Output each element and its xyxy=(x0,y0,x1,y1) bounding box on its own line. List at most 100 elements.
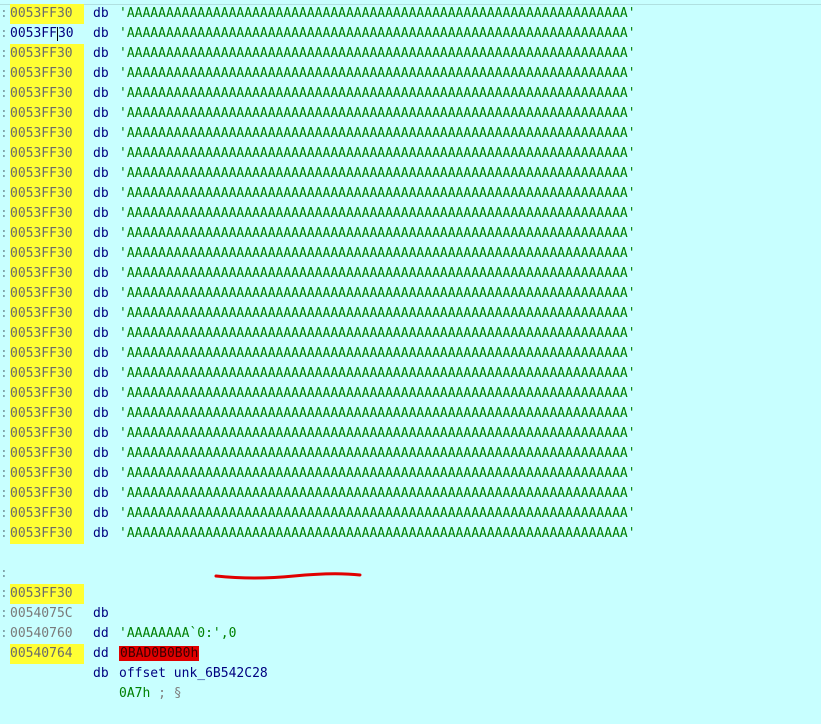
listing-line-string[interactable]: :0053FF30 db 'AAAAAAAAAAAAAAAAAAAAAAAAAAAA… xyxy=(0,104,821,124)
string-value[interactable]: 'AAAAAAAAAAAAAAAAAAAAAAAAAAAAAAAAAAAAAAA… xyxy=(119,506,636,521)
address-label[interactable]: 0053FF30 xyxy=(10,44,84,64)
disassembly-view[interactable]: :0053FF30 db 'AAAAAAAAAAAAAAAAAAAAAAAAAAAA… xyxy=(0,0,821,701)
listing-line-string[interactable]: :0053FF30 db 'AAAAAAAAAAAAAAAAAAAAAAAAAAAA… xyxy=(0,124,821,144)
address-label[interactable]: 0053FF30 xyxy=(10,344,84,364)
string-value[interactable]: 'AAAAAAAAAAAAAAAAAAAAAAAAAAAAAAAAAAAAAAA… xyxy=(119,26,636,41)
listing-line-string[interactable]: :0053FF30 db 'AAAAAAAAAAAAAAAAAAAAAAAAAAAA… xyxy=(0,344,821,364)
string-value[interactable]: 'AAAAAAAAAAAAAAAAAAAAAAAAAAAAAAAAAAAAAAA… xyxy=(119,86,636,101)
string-value[interactable]: 'AAAAAAAAAAAAAAAAAAAAAAAAAAAAAAAAAAAAAAA… xyxy=(119,126,636,141)
address-label[interactable]: 0053FF30 xyxy=(10,24,84,44)
listing-line-string[interactable]: :0053FF30 db 'AAAAAAAAAAAAAAAAAAAAAAAAAAAA… xyxy=(0,424,821,444)
string-value[interactable]: 'AAAAAAAAAAAAAAAAAAAAAAAAAAAAAAAAAAAAAAA… xyxy=(119,166,636,181)
address-label[interactable]: 0053FF30 xyxy=(10,204,84,224)
offset-target-label[interactable]: unk_6B542C28 xyxy=(173,666,268,681)
string-value[interactable]: 'AAAAAAAAAAAAAAAAAAAAAAAAAAAAAAAAAAAAAAA… xyxy=(119,446,636,461)
listing-line-tail[interactable]: : 0053FF30 db 'AAAAAAAA`0:',0 xyxy=(0,544,821,641)
string-value[interactable]: 'AAAAAAAAAAAAAAAAAAAAAAAAAAAAAAAAAAAAAAA… xyxy=(119,266,636,281)
address-label[interactable]: 0053FF30 xyxy=(10,444,84,464)
address-label[interactable]: 0053FF30 xyxy=(10,224,84,244)
address-label[interactable]: 0053FF30 xyxy=(10,244,84,264)
address-label[interactable]: 0053FF30 xyxy=(10,304,84,324)
address-label[interactable]: 0053FF30 xyxy=(10,324,84,344)
address-label[interactable]: 0053FF30 xyxy=(10,124,84,144)
listing-line-string[interactable]: :0053FF30 db 'AAAAAAAAAAAAAAAAAAAAAAAAAAAA… xyxy=(0,464,821,484)
address-label[interactable]: 0053FF30 xyxy=(10,104,84,124)
string-value[interactable]: 'AAAAAAAAAAAAAAAAAAAAAAAAAAAAAAAAAAAAAAA… xyxy=(119,346,636,361)
listing-line-string[interactable]: :0053FF30 db 'AAAAAAAAAAAAAAAAAAAAAAAAAAAA… xyxy=(0,4,821,24)
listing-line-string[interactable]: :0053FF30 db 'AAAAAAAAAAAAAAAAAAAAAAAAAAAA… xyxy=(0,144,821,164)
string-value[interactable]: 'AAAAAAAAAAAAAAAAAAAAAAAAAAAAAAAAAAAAAAA… xyxy=(119,246,636,261)
listing-line-string[interactable]: :0053FF30 db 'AAAAAAAAAAAAAAAAAAAAAAAAAAAA… xyxy=(0,524,821,544)
string-value[interactable]: 'AAAAAAAAAAAAAAAAAAAAAAAAAAAAAAAAAAAAAAA… xyxy=(119,106,636,121)
string-value[interactable]: 'AAAAAAAAAAAAAAAAAAAAAAAAAAAAAAAAAAAAAAA… xyxy=(119,206,636,221)
string-value[interactable]: 'AAAAAAAAAAAAAAAAAAAAAAAAAAAAAAAAAAAAAAA… xyxy=(119,366,636,381)
string-value[interactable]: 'AAAAAAAAAAAAAAAAAAAAAAAAAAAAAAAAAAAAAAA… xyxy=(119,486,636,501)
listing-line-last[interactable]: : 00540764 db 0A7h ; § xyxy=(0,604,821,701)
address-label[interactable]: 0053FF30 xyxy=(10,464,84,484)
listing-line-dword[interactable]: : 0054075C dd 0BAD0B0B0h xyxy=(0,564,821,661)
listing-line-string[interactable]: :0053FF30 db 'AAAAAAAAAAAAAAAAAAAAAAAAAAAA… xyxy=(0,224,821,244)
address-label[interactable]: 0053FF30 xyxy=(10,184,84,204)
segment-prefix: : xyxy=(0,6,8,21)
segment-prefix: : xyxy=(0,326,8,341)
string-value[interactable]: 'AAAAAAAAAAAAAAAAAAAAAAAAAAAAAAAAAAAAAAA… xyxy=(119,326,636,341)
listing-line-string[interactable]: :0053FF30 db 'AAAAAAAAAAAAAAAAAAAAAAAAAAAA… xyxy=(0,444,821,464)
listing-line-string[interactable]: :0053FF30 db 'AAAAAAAAAAAAAAAAAAAAAAAAAAAA… xyxy=(0,184,821,204)
listing-line-string[interactable]: :0053FF30 db 'AAAAAAAAAAAAAAAAAAAAAAAAAAAA… xyxy=(0,304,821,324)
string-value[interactable]: 'AAAAAAAAAAAAAAAAAAAAAAAAAAAAAAAAAAAAAAA… xyxy=(119,226,636,241)
address-label[interactable]: 0053FF30 xyxy=(10,164,84,184)
address-label[interactable]: 0053FF30 xyxy=(10,284,84,304)
listing-line-string[interactable]: :0053FF30 db 'AAAAAAAAAAAAAAAAAAAAAAAAAAAA… xyxy=(0,284,821,304)
dword-value-highlight[interactable]: 0BAD0B0B0h xyxy=(119,646,200,661)
address-label[interactable]: 0053FF30 xyxy=(10,364,84,384)
listing-line-string[interactable]: :0053FF30 db 'AAAAAAAAAAAAAAAAAAAAAAAAAAAA… xyxy=(0,204,821,224)
mnemonic: db xyxy=(93,366,109,381)
listing-line-string[interactable]: :0053FF30 db 'AAAAAAAAAAAAAAAAAAAAAAAAAAAA… xyxy=(0,484,821,504)
listing-line-string[interactable]: :0053FF30 db 'AAAAAAAAAAAAAAAAAAAAAAAAAAAA… xyxy=(0,24,821,44)
listing-line-string[interactable]: :0053FF30 db 'AAAAAAAAAAAAAAAAAAAAAAAAAAAA… xyxy=(0,264,821,284)
listing-line-string[interactable]: :0053FF30 db 'AAAAAAAAAAAAAAAAAAAAAAAAAAAA… xyxy=(0,244,821,264)
address-label[interactable]: 0053FF30 xyxy=(10,84,84,104)
mnemonic: db xyxy=(93,126,109,141)
string-value[interactable]: 'AAAAAAAAAAAAAAAAAAAAAAAAAAAAAAAAAAAAAAA… xyxy=(119,426,636,441)
address-label[interactable]: 0053FF30 xyxy=(10,524,84,544)
mnemonic: dd xyxy=(93,626,109,641)
address-part: 0053FF xyxy=(10,26,57,41)
address-label[interactable]: 0053FF30 xyxy=(10,4,84,24)
string-value[interactable]: 'AAAAAAAAAAAAAAAAAAAAAAAAAAAAAAAAAAAAAAA… xyxy=(119,526,636,541)
listing-line-string[interactable]: :0053FF30 db 'AAAAAAAAAAAAAAAAAAAAAAAAAAAA… xyxy=(0,404,821,424)
address-label[interactable]: 0053FF30 xyxy=(10,144,84,164)
address-label[interactable]: 0053FF30 xyxy=(10,504,84,524)
listing-line-string[interactable]: :0053FF30 db 'AAAAAAAAAAAAAAAAAAAAAAAAAAAA… xyxy=(0,64,821,84)
segment-prefix: : xyxy=(0,626,8,641)
listing-line-offset[interactable]: : 00540760 dd offset unk_6B542C28 xyxy=(0,584,821,681)
string-value[interactable]: 'AAAAAAAAAAAAAAAAAAAAAAAAAAAAAAAAAAAAAAA… xyxy=(119,386,636,401)
address-label[interactable]: 0053FF30 xyxy=(10,64,84,84)
address-label[interactable]: 0053FF30 xyxy=(10,424,84,444)
listing-line-string[interactable]: :0053FF30 db 'AAAAAAAAAAAAAAAAAAAAAAAAAAAA… xyxy=(0,164,821,184)
listing-line-string[interactable]: :0053FF30 db 'AAAAAAAAAAAAAAAAAAAAAAAAAAAA… xyxy=(0,364,821,384)
segment-prefix: : xyxy=(0,286,8,301)
listing-line-string[interactable]: :0053FF30 db 'AAAAAAAAAAAAAAAAAAAAAAAAAAAA… xyxy=(0,324,821,344)
string-value[interactable]: 'AAAAAAAAAAAAAAAAAAAAAAAAAAAAAAAAAAAAAAA… xyxy=(119,46,636,61)
string-value[interactable]: 'AAAAAAAAAAAAAAAAAAAAAAAAAAAAAAAAAAAAAAA… xyxy=(119,66,636,81)
listing-line-string[interactable]: :0053FF30 db 'AAAAAAAAAAAAAAAAAAAAAAAAAAAA… xyxy=(0,44,821,64)
string-value[interactable]: 'AAAAAAAAAAAAAAAAAAAAAAAAAAAAAAAAAAAAAAA… xyxy=(119,6,636,21)
address-label[interactable]: 0053FF30 xyxy=(10,584,84,604)
string-value[interactable]: 'AAAAAAAAAAAAAAAAAAAAAAAAAAAAAAAAAAAAAAA… xyxy=(119,146,636,161)
listing-line-string[interactable]: :0053FF30 db 'AAAAAAAAAAAAAAAAAAAAAAAAAAAA… xyxy=(0,384,821,404)
listing-line-string[interactable]: :0053FF30 db 'AAAAAAAAAAAAAAAAAAAAAAAAAAAA… xyxy=(0,504,821,524)
address-label[interactable]: 0053FF30 xyxy=(10,384,84,404)
listing-line-string[interactable]: :0053FF30 db 'AAAAAAAAAAAAAAAAAAAAAAAAAAAA… xyxy=(0,84,821,104)
address-label[interactable]: 00540764 xyxy=(10,644,84,664)
address-label[interactable]: 0053FF30 xyxy=(10,264,84,284)
address-label[interactable]: 0053FF30 xyxy=(10,484,84,504)
string-value[interactable]: 'AAAAAAAAAAAAAAAAAAAAAAAAAAAAAAAAAAAAAAA… xyxy=(119,406,636,421)
string-value[interactable]: 'AAAAAAAA`0:',0 xyxy=(119,626,237,641)
string-value[interactable]: 'AAAAAAAAAAAAAAAAAAAAAAAAAAAAAAAAAAAAAAA… xyxy=(119,306,636,321)
string-value[interactable]: 'AAAAAAAAAAAAAAAAAAAAAAAAAAAAAAAAAAAAAAA… xyxy=(119,286,636,301)
address-label[interactable]: 0054075C xyxy=(10,606,73,621)
string-value[interactable]: 'AAAAAAAAAAAAAAAAAAAAAAAAAAAAAAAAAAAAAAA… xyxy=(119,186,636,201)
string-value[interactable]: 'AAAAAAAAAAAAAAAAAAAAAAAAAAAAAAAAAAAAAAA… xyxy=(119,466,636,481)
address-label[interactable]: 0053FF30 xyxy=(10,404,84,424)
